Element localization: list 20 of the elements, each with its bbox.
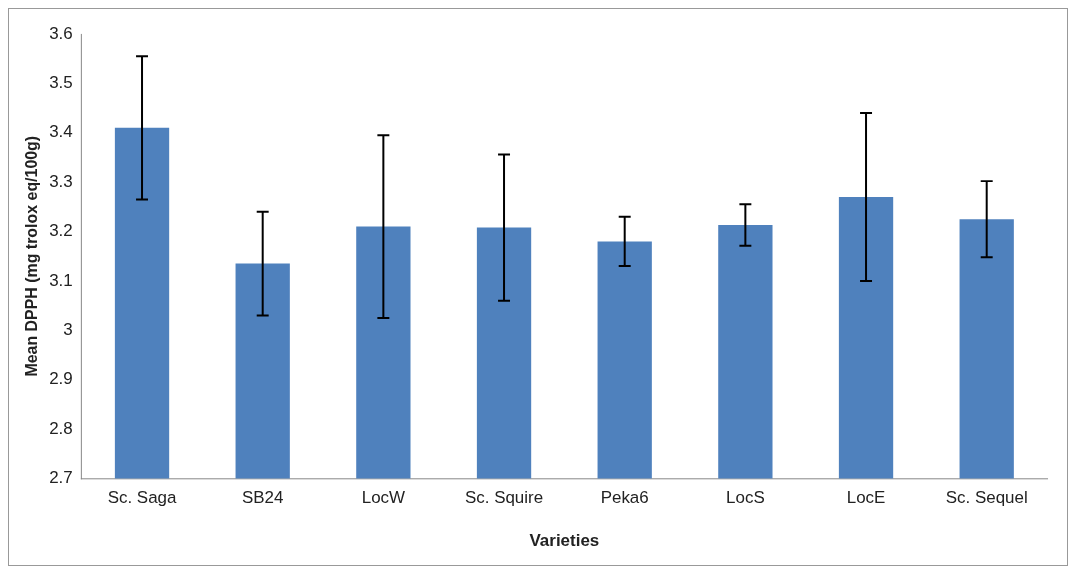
x-tick-label: LocS (726, 488, 765, 508)
y-tick-label: 3.3 (49, 171, 73, 191)
y-tick-label: 3.1 (49, 270, 73, 290)
y-tick-label: 3.5 (49, 72, 73, 92)
y-tick-label: 3.6 (49, 23, 73, 43)
y-tick-label: 3.4 (49, 122, 73, 142)
x-tick-label: Peka6 (600, 488, 649, 508)
x-tick-label: Sc. Squire (464, 488, 544, 508)
x-tick-label: LocE (846, 488, 886, 508)
y-tick-label: 2.8 (49, 418, 73, 438)
y-tick-label: 2.7 (49, 468, 73, 488)
y-axis-title: Mean DPPH (mg trolox eq/100g) (22, 135, 40, 377)
x-tick-label: SB24 (241, 488, 284, 508)
x-axis-title: Varieties (529, 530, 600, 550)
y-tick-label: 2.9 (49, 369, 73, 389)
y-tick-label: 3 (63, 319, 73, 339)
y-tick-label: 3.2 (49, 221, 73, 241)
x-tick-label: Sc. Saga (107, 488, 178, 508)
x-tick-label: LocW (361, 488, 406, 508)
x-tick-label: Sc. Sequel (945, 488, 1028, 508)
